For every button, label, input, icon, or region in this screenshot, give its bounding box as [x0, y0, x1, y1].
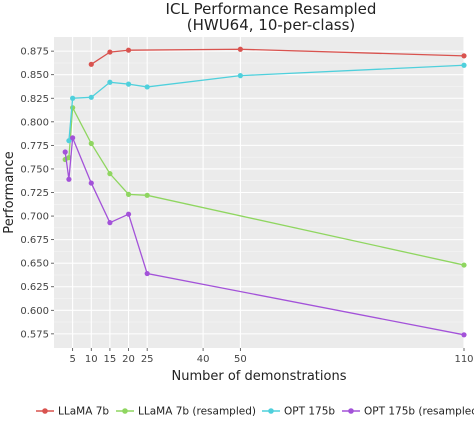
data-point	[88, 94, 94, 100]
y-tick-label: 0.575	[20, 329, 49, 340]
data-point	[144, 84, 150, 90]
data-point	[144, 192, 150, 198]
y-tick-label: 0.675	[20, 235, 49, 246]
data-point	[461, 332, 467, 338]
legend-swatch-marker	[268, 408, 274, 414]
series-line	[64, 105, 465, 266]
series-line	[68, 64, 465, 141]
legend-swatch-marker	[122, 408, 128, 414]
data-point	[125, 81, 132, 87]
y-tick-label: 0.750	[20, 164, 49, 175]
legend-entry: OPT 175b	[284, 406, 335, 418]
data-point	[70, 135, 76, 141]
legend-entry: LLaMA 7b (resampled)	[138, 406, 256, 418]
data-point	[107, 171, 113, 177]
chart-subtitle: (HWU64, 10-per-class)	[187, 16, 356, 34]
series-line	[64, 137, 465, 336]
x-tick-label: 15	[104, 354, 117, 365]
y-tick-label: 0.650	[20, 259, 49, 270]
data-point	[66, 138, 72, 144]
data-point	[461, 62, 467, 68]
y-tick-label: 0.825	[20, 94, 49, 105]
data-point	[125, 191, 132, 197]
data-point	[62, 149, 68, 155]
legend-entry: LLaMA 7b	[58, 406, 109, 418]
legend-entry: OPT 175b (resampled)	[364, 406, 474, 418]
data-point	[70, 95, 76, 101]
legend-swatch-marker	[348, 408, 354, 414]
y-axis-label: Performance	[2, 151, 17, 233]
data-point	[125, 211, 132, 217]
data-point	[107, 49, 113, 55]
y-tick-label: 0.775	[20, 141, 49, 152]
data-point	[88, 140, 94, 147]
data-point	[237, 73, 243, 79]
series-layer	[62, 46, 467, 338]
x-tick-label: 40	[197, 354, 210, 365]
x-tick-label: 50	[234, 354, 247, 365]
x-tick-label: 110	[454, 354, 473, 365]
x-tick-label: 25	[141, 354, 154, 365]
data-point	[66, 176, 72, 182]
y-axis: 0.575 0.600 0.625 0.650 0.675 0.700 0.725 0.750…	[20, 47, 54, 340]
data-point	[125, 47, 132, 53]
legend: LLaMA 7b LLaMA 7b (resampled) OPT 175b OPT …	[36, 406, 474, 418]
data-point	[144, 270, 150, 277]
x-tick-label: 20	[122, 354, 135, 365]
data-point	[70, 105, 76, 111]
y-tick-label: 0.700	[20, 212, 49, 223]
data-point	[107, 220, 113, 226]
data-point	[461, 262, 467, 268]
x-tick-label: 10	[85, 354, 98, 365]
x-tick-label: 5	[69, 354, 75, 365]
y-tick-label: 0.850	[20, 70, 49, 81]
y-tick-label: 0.725	[20, 188, 49, 199]
x-axis-label: Number of demonstrations	[172, 369, 347, 384]
data-point	[107, 79, 113, 85]
y-tick-label: 0.875	[20, 47, 49, 58]
data-point	[88, 61, 94, 67]
y-tick-label: 0.625	[20, 282, 49, 293]
y-tick-label: 0.800	[20, 117, 49, 128]
x-axis: 5 10 15 20 25 40 50 110	[69, 348, 474, 365]
legend-swatch-marker	[42, 408, 48, 414]
data-point	[237, 46, 243, 52]
y-tick-label: 0.600	[20, 306, 49, 317]
data-point	[88, 180, 94, 186]
data-point	[461, 53, 467, 59]
chart-title: ICL Performance Resampled	[166, 0, 377, 18]
